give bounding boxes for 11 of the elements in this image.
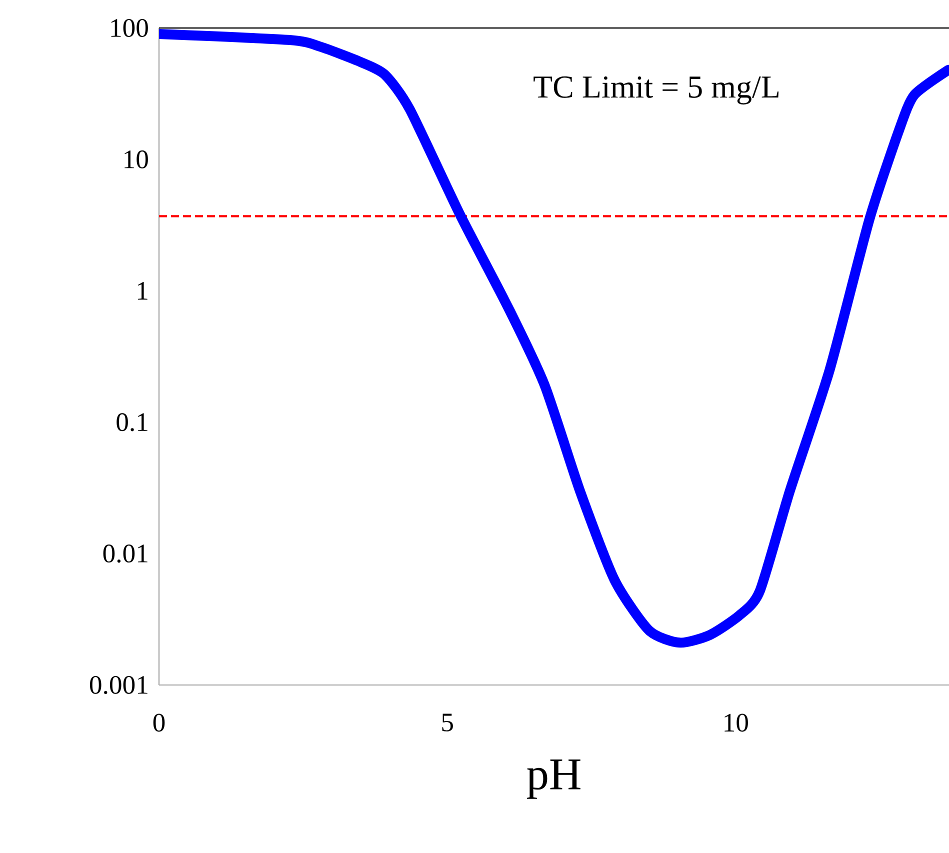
y-tick-label: 1 [138,282,148,300]
x-tick-label: 10 [724,714,748,732]
y-tick-label: 0.01 [103,544,148,563]
x-tick-label: 5 [442,714,453,732]
x-tick-label: 0 [153,714,165,732]
y-tick-label: 100 [111,19,148,37]
y-tick-label: 0.001 [90,676,148,694]
y-tick-label: 10 [124,150,148,168]
x-axis-title: pH [527,760,580,799]
annotation: TC Limit = 5 mg/L [534,76,779,104]
y-tick-label: 0.1 [116,413,148,432]
